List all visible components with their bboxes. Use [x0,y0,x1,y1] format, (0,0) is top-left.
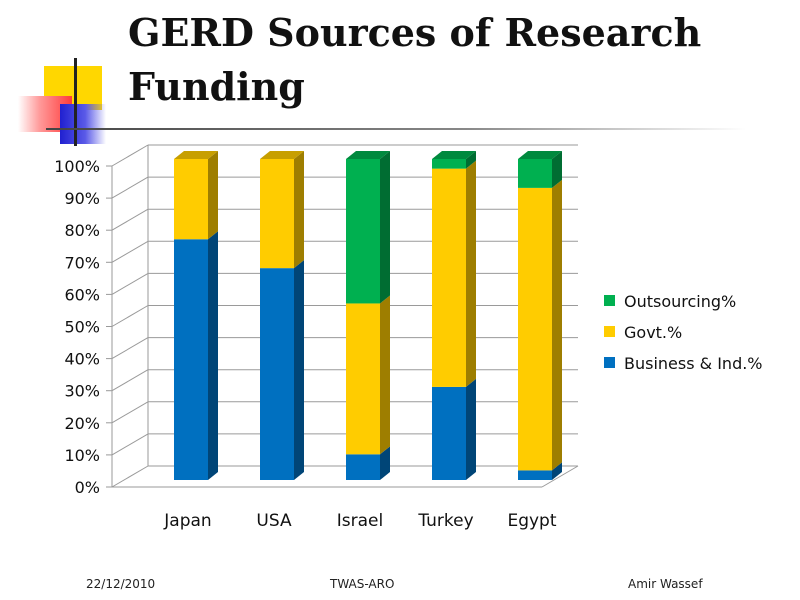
gridline-diagonal [111,144,149,167]
bar-top-cap [432,151,476,159]
bar-segment [518,159,552,188]
bar-segment-side [294,151,304,269]
bar-segment-side [208,151,218,240]
footer-date: 22/12/2010 [86,577,156,591]
bar-segment-side [466,151,476,169]
x-category-label: USA [256,511,292,531]
bar-segment-side [380,295,390,455]
y-tick-label: 30% [64,382,100,401]
gridline-diagonal [111,176,149,199]
bar-segment [432,159,466,169]
decor-vertical-line [74,58,77,146]
floor-right-edge [541,465,579,488]
bar-top-cap [346,151,390,159]
y-tick-label: 90% [64,189,100,208]
legend-label: Govt.% [624,323,682,342]
bar-segment [346,159,380,304]
y-tick-label: 100% [54,157,100,176]
bar-segment [260,159,294,269]
bar-top-cap [174,151,218,159]
gridline-diagonal [111,272,149,295]
y-tick-label: 0% [75,478,100,497]
bar-segment-side [294,260,304,480]
y-tick-label: 10% [64,446,100,465]
slide-title-line1: GERD Sources of Research [128,10,702,55]
bar-segment [518,470,552,480]
y-tick-label: 70% [64,253,100,272]
decor-horizontal-rule [46,128,746,130]
x-category-label: Turkey [417,511,473,531]
bar-segment [346,303,380,455]
bar-segment-side [466,378,476,480]
slide-title: GERD Sources of Research Funding [128,6,788,114]
gridline-diagonal [111,240,149,263]
footer-author: Amir Wassef [628,577,703,591]
y-tick-label: 50% [64,318,100,337]
bar-top-cap [260,151,304,159]
bar-segment-side [466,160,476,387]
bar-segment [518,187,552,471]
gridline-diagonal [111,305,149,327]
gridline-diagonal [111,433,149,456]
bar-top-cap [518,151,562,159]
y-tick-label: 20% [64,414,100,433]
bar-segment-side [552,151,562,188]
legend-label: Outsourcing% [624,292,736,311]
y-tick-label: 80% [64,221,100,240]
bar-segment-side [380,151,390,304]
x-category-label: Egypt [507,511,556,531]
gridline-diagonal [111,337,149,360]
decor-blue-square [60,104,106,144]
x-category-label: Israel [337,511,383,531]
legend-swatch [604,357,615,368]
bar-segment-side [380,446,390,480]
bar-segment-side [208,231,218,480]
gridline-diagonal [111,465,149,488]
bar-segment [174,159,208,240]
gridline-diagonal [111,401,149,424]
bar-segment [346,454,380,480]
bar-segment [432,386,466,480]
x-category-label: Japan [163,511,211,531]
slide-title-line2: Funding [128,64,305,109]
legend-label: Business & Ind.% [624,354,763,373]
bar-segment [260,268,294,480]
bar-segment [174,239,208,480]
bar-segment-side [552,462,562,480]
bar-segment [432,168,466,387]
y-tick-label: 40% [64,350,100,369]
gridline-diagonal [111,208,149,231]
bar-segment-side [552,179,562,471]
y-tick-label: 60% [64,285,100,304]
legend-swatch [604,295,615,306]
footer-organization: TWAS-ARO [330,577,395,591]
gridline-diagonal [111,369,149,392]
legend-swatch [604,326,615,337]
